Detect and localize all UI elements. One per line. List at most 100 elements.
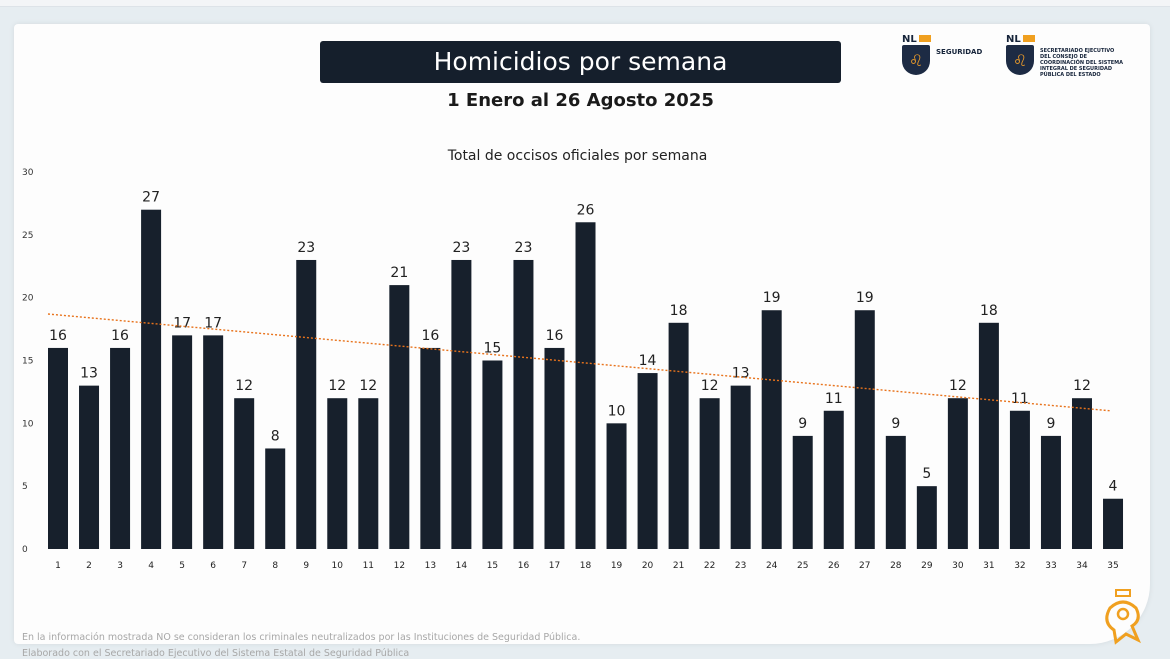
x-tick-label: 33: [1045, 561, 1056, 571]
bar: [48, 347, 68, 549]
logo-text: SECRETARIADO EJECUTIVO DEL CONSEJO DE CO…: [1040, 48, 1124, 78]
data-label: 16: [49, 328, 67, 344]
bar: [761, 310, 782, 549]
bar: [420, 347, 441, 549]
x-tick-label: 12: [394, 561, 405, 571]
x-tick-label: 3: [117, 561, 123, 571]
y-tick-label: 20: [22, 294, 34, 304]
x-tick-label: 22: [704, 561, 715, 571]
y-tick-label: 30: [22, 168, 34, 178]
y-tick-label: 10: [22, 419, 34, 429]
x-tick-label: 5: [179, 561, 185, 571]
bar: [482, 360, 503, 549]
data-label: 11: [825, 391, 843, 407]
x-tick-label: 15: [487, 561, 498, 571]
data-label: 27: [142, 190, 160, 206]
y-tick-label: 0: [22, 545, 28, 555]
x-tick-label: 13: [425, 561, 436, 571]
data-label: 5: [922, 466, 931, 482]
bar: [668, 322, 689, 549]
x-tick-label: 34: [1076, 561, 1088, 571]
bar: [916, 486, 937, 549]
data-label: 12: [1073, 378, 1091, 394]
bar: [327, 398, 348, 549]
data-label: 9: [891, 416, 900, 432]
bar: [792, 435, 813, 549]
bar: [1071, 398, 1092, 549]
data-label: 11: [1011, 391, 1029, 407]
data-label: 23: [515, 240, 533, 256]
bar: [544, 347, 565, 549]
secretariado-logo: NL ♌ SECRETARIADO EJECUTIVO DEL CONSEJO …: [1006, 34, 1125, 78]
bar: [358, 398, 379, 549]
data-label: 12: [949, 378, 967, 394]
crown-icon: [918, 35, 931, 42]
x-tick-label: 21: [673, 561, 684, 571]
bar: [947, 398, 968, 549]
bar: [172, 335, 193, 549]
bar: [389, 285, 410, 549]
x-tick-label: 2: [86, 561, 92, 571]
bar: [451, 259, 472, 549]
bar: [699, 398, 720, 549]
data-label: 17: [173, 315, 191, 331]
x-tick-label: 1: [55, 561, 61, 571]
chart-title: Total de occisos oficiales por semana: [447, 148, 708, 164]
data-label: 13: [80, 366, 98, 382]
bar: [513, 259, 534, 549]
x-tick-label: 28: [890, 561, 902, 571]
data-label: 9: [1046, 416, 1055, 432]
bar: [1103, 498, 1124, 549]
lion-icon: ♌: [1006, 45, 1034, 75]
bar: [823, 410, 844, 549]
bar: [1009, 410, 1030, 549]
lion-logo-icon: [1105, 589, 1141, 645]
x-tick-label: 7: [241, 561, 247, 571]
data-label: 15: [484, 341, 502, 357]
footnote-source: Elaborado con el Secretariado Ejecutivo …: [22, 648, 410, 659]
window-top-edge: [0, 0, 1170, 7]
x-tick-label: 27: [859, 561, 870, 571]
x-tick-label: 20: [642, 561, 654, 571]
crown-icon: [1022, 35, 1035, 42]
data-label: 12: [701, 378, 719, 394]
x-tick-label: 17: [549, 561, 560, 571]
shield-icon: NL ♌: [902, 34, 932, 76]
data-label: 8: [271, 428, 280, 444]
logo-nl-text: NL: [1006, 34, 1021, 45]
data-label: 19: [856, 290, 874, 306]
data-label: 17: [204, 315, 222, 331]
data-label: 12: [328, 378, 346, 394]
seguridad-logo: NL ♌ SEGURIDAD: [902, 34, 982, 76]
bars: 16 13 16 27 17 17 12 8 23 12 12 21 16 23 15 23 16 26 10 14 1…: [48, 190, 1124, 549]
x-tick-label: 11: [363, 561, 374, 571]
bar: [885, 435, 906, 549]
x-tick-label: 9: [303, 561, 309, 571]
x-tick-label: 19: [611, 561, 623, 571]
bar: [234, 398, 255, 549]
x-tick-label: 10: [332, 561, 344, 571]
y-tick-label: 15: [22, 357, 33, 367]
bar: [296, 259, 317, 549]
data-label: 10: [608, 403, 626, 419]
y-axis: 0 5 10 15 20 25 30: [22, 168, 34, 555]
x-tick-label: 25: [797, 561, 808, 571]
x-axis: 1 2 3 4 5 6 7 8 9 10 11 12 13 14 15 16 17 18 19 20 21 22 23 24 2…: [55, 561, 1119, 571]
x-tick-label: 32: [1014, 561, 1025, 571]
data-label: 23: [297, 240, 315, 256]
bar: [730, 385, 751, 549]
bar: [110, 347, 131, 549]
bar: [606, 423, 627, 549]
data-label: 19: [763, 290, 781, 306]
x-tick-label: 4: [148, 561, 154, 571]
bar: [854, 310, 875, 549]
page-title: Homicidios por semana: [320, 41, 841, 83]
x-tick-label: 8: [272, 561, 278, 571]
x-tick-label: 23: [735, 561, 746, 571]
data-label: 16: [546, 328, 564, 344]
bar: [978, 322, 999, 549]
bar: [79, 385, 100, 549]
data-label: 12: [359, 378, 377, 394]
bar: [203, 335, 224, 549]
